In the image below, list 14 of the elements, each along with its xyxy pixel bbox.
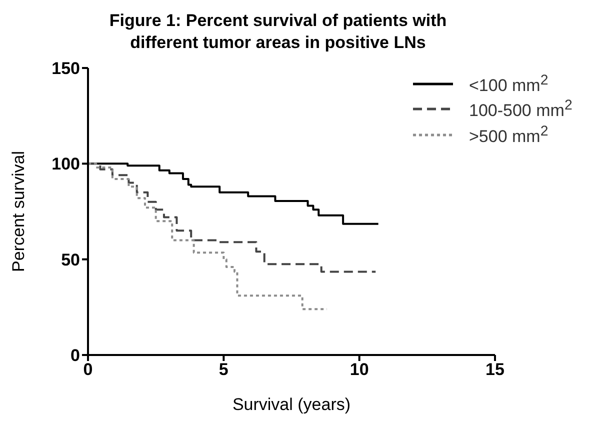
x-axis-title: Survival (years) [232, 395, 351, 414]
x-tick-label: 0 [83, 360, 93, 380]
legend-label: <100 mm$^{2}$ [469, 72, 548, 95]
y-tick-label: 50 [61, 250, 80, 270]
x-tick-label: 5 [218, 360, 228, 380]
y-tick-label: 150 [52, 59, 80, 78]
y-axis-title: Percent survival [9, 151, 28, 272]
y-tick-label: 0 [70, 346, 80, 366]
legend-label: 100-500 mm$^{2}$ [469, 98, 572, 120]
x-tick-label: 15 [486, 360, 504, 380]
x-tick-label: 10 [350, 360, 369, 380]
y-tick-label: 100 [52, 154, 80, 174]
legend-label: >500 mm$^{2}$ [469, 123, 548, 146]
chart-title: Figure 1: Percent survival of patients with different tumor areas in positive LNs [109, 11, 447, 52]
